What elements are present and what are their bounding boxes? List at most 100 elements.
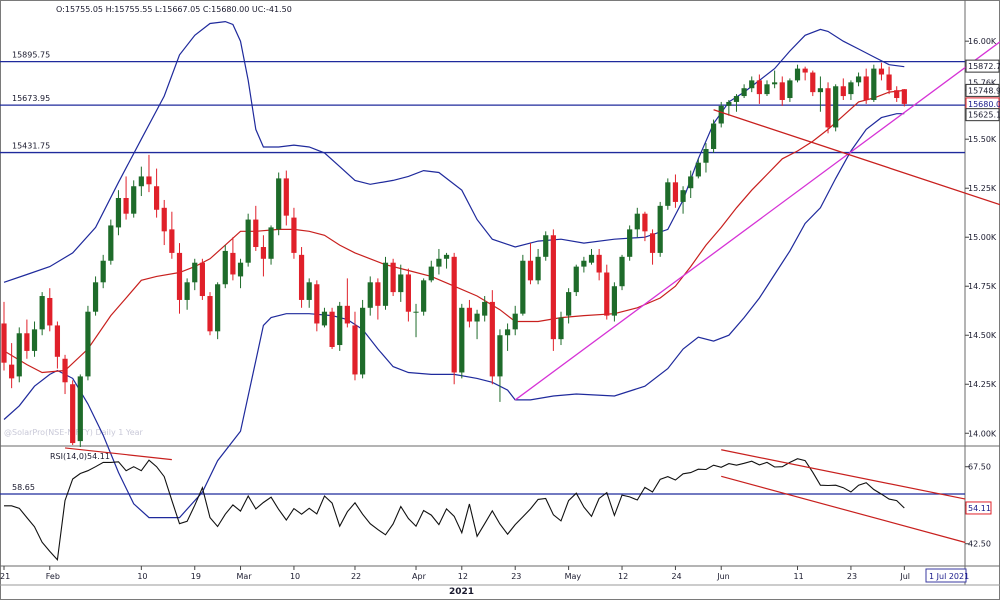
candle-body: [718, 105, 724, 124]
candle-body: [291, 217, 297, 253]
time-axis-label: 12: [618, 572, 628, 581]
price-trendline: [713, 109, 1000, 206]
candle-body: [39, 296, 45, 330]
candle-body: [604, 272, 610, 316]
candle-body: [237, 262, 244, 277]
candle-body: [47, 297, 53, 326]
candle-body: [62, 358, 68, 383]
rsi-panel: RSI(14,0)54.11 58.65: [0, 447, 966, 562]
candle-body: [581, 260, 587, 267]
candle-body: [222, 250, 228, 285]
candle-body: [207, 296, 213, 332]
candle-body: [520, 260, 526, 314]
candle-body: [276, 178, 282, 230]
candle-body: [825, 88, 831, 128]
candle-body: [352, 325, 358, 375]
time-axis-label: 23: [847, 572, 857, 581]
price-level-label: 15673.95: [12, 94, 50, 103]
candle-body: [474, 313, 480, 322]
candle-body: [306, 282, 312, 300]
price-axis-label: 15.25K: [968, 184, 997, 193]
time-axis-label: Feb: [46, 572, 60, 581]
price-trendline: [514, 41, 1000, 401]
year-label: 2021: [449, 587, 474, 597]
price-value-tag-box: [965, 108, 1000, 122]
candle-body: [848, 82, 854, 95]
candle-body: [405, 274, 411, 312]
candle-body: [314, 284, 320, 324]
candle-body: [329, 311, 335, 347]
upper-band-line: [3, 20, 905, 283]
candle-body: [100, 260, 106, 283]
candle-body: [253, 219, 259, 248]
candle-body: [588, 254, 595, 263]
price-panel: 15895.75 15673.95 15431.75: [0, 20, 1000, 519]
candle-body: [688, 176, 694, 189]
candle-body: [421, 280, 427, 312]
time-axis-label: 23: [511, 572, 521, 581]
price-axis-label: 14.75K: [968, 282, 997, 291]
time-axis-label: 22: [351, 572, 361, 581]
candle-body: [642, 213, 648, 232]
candle-body: [24, 333, 30, 351]
price-value-tag: 15.76K: [968, 78, 997, 87]
candle-body: [504, 329, 511, 336]
candle-body: [451, 256, 457, 373]
price-value-tag: 15625.1: [968, 111, 1000, 120]
candle-body: [31, 329, 38, 351]
price-axis-label: 15.00K: [968, 233, 997, 242]
candle-body: [161, 207, 167, 232]
candle-body: [1, 323, 7, 363]
candle-body: [192, 262, 198, 283]
price-value-tag-box: [965, 59, 1000, 73]
candle-body: [558, 317, 564, 340]
candle-body: [802, 68, 808, 73]
candle-body: [298, 254, 305, 300]
ohlc-header: O:15755.05 H:15755.55 L:15667.05 C:15680…: [56, 5, 292, 14]
candle-body: [833, 86, 839, 128]
rsi-line: [4, 458, 905, 562]
time-axis-label: 10: [290, 572, 300, 581]
candle-body: [665, 182, 671, 206]
candle-body: [901, 89, 907, 104]
candle-body: [245, 219, 251, 263]
candle-body: [863, 76, 869, 100]
price-axis-label: 16.00K: [968, 37, 997, 46]
candle-body: [886, 74, 892, 91]
price-axis-label: 15.50K: [968, 135, 997, 144]
candle-body: [878, 68, 885, 75]
candle-body: [649, 233, 656, 253]
candle-body: [550, 235, 556, 340]
rsi-trendline: [721, 475, 966, 544]
candle-body: [268, 227, 274, 259]
candle-body: [840, 86, 846, 97]
candle-body: [176, 252, 183, 300]
candle-body: [627, 229, 633, 257]
candle-body: [169, 229, 175, 253]
candle-body: [92, 282, 99, 312]
candle-body: [566, 292, 572, 316]
candle-body: [390, 262, 396, 293]
candle-body: [283, 178, 289, 216]
candle-body: [794, 68, 801, 81]
candle-body: [360, 307, 366, 375]
candle-body: [482, 301, 488, 316]
candle-body: [413, 311, 419, 313]
candle-body: [573, 266, 579, 293]
candle-body: [855, 76, 862, 83]
price-axis-label: 14.00K: [968, 429, 997, 438]
candle-body: [321, 311, 328, 326]
candle-body: [215, 284, 221, 332]
candle-body: [710, 123, 717, 149]
candle-body: [764, 84, 770, 95]
candle-body: [199, 262, 205, 297]
rsi-trendline: [64, 447, 172, 461]
rsi-axis-label: 67.50: [968, 463, 991, 472]
candle-body: [375, 282, 381, 306]
price-value-tag: 15748.9: [968, 86, 1000, 95]
candle-body: [695, 162, 701, 177]
candle-body: [123, 198, 129, 214]
candle-body: [596, 254, 602, 273]
